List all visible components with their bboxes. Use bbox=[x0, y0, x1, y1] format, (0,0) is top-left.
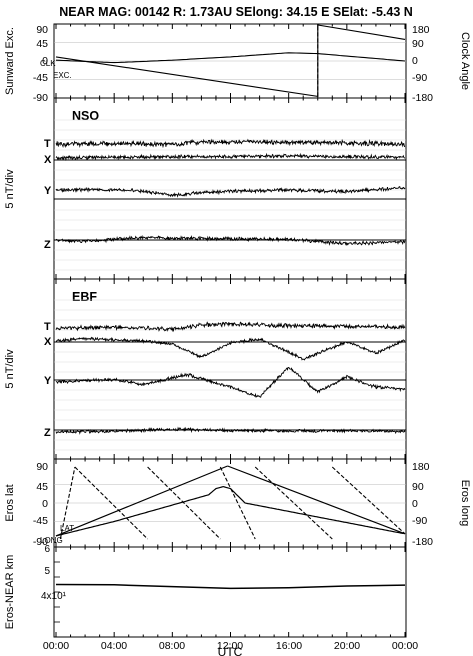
panel-5-tick: 6 bbox=[44, 544, 50, 555]
eros-near-distance-line bbox=[55, 583, 406, 590]
nso-x-trace bbox=[55, 152, 406, 162]
panel-3-ylabel: 5 nT/div bbox=[4, 349, 16, 389]
panel-4-right-tick: 0 bbox=[412, 498, 418, 510]
panel-3-label-y: Y bbox=[44, 375, 52, 387]
panel-4-right-tick: -180 bbox=[412, 536, 433, 548]
panel-2-label-x: X bbox=[44, 154, 52, 166]
panel-4-left-ylabel: Eros lat bbox=[4, 484, 16, 521]
eros-long-segment bbox=[219, 466, 256, 540]
panel-1-annotation-exc: EXC. bbox=[53, 71, 72, 80]
ebf-x-trace bbox=[55, 336, 406, 361]
sunward-excursion-line bbox=[55, 52, 406, 64]
eros-lat-line bbox=[55, 485, 404, 537]
panel-4-left-tick: 90 bbox=[36, 461, 48, 473]
eros-lat-fall bbox=[227, 465, 406, 535]
panel-4-annotation-lat: LAT bbox=[60, 524, 74, 533]
panel-2-frame bbox=[53, 97, 407, 280]
panel-4-right-tick: 180 bbox=[412, 461, 430, 473]
nso-t-trace bbox=[55, 138, 406, 149]
eros-lat-rise bbox=[55, 465, 228, 537]
panel-1-left-tick: 45 bbox=[36, 38, 48, 50]
panel-2-title: NSO bbox=[72, 109, 99, 123]
panel-2-label-z: Z bbox=[44, 239, 51, 251]
panel-5-tick: 4x10¹ bbox=[41, 591, 67, 602]
panel-4-right-tick: 90 bbox=[412, 481, 424, 493]
eros-long-segment bbox=[331, 466, 406, 535]
panel-3-title: EBF bbox=[72, 290, 97, 304]
panel-1-left-tick: -90 bbox=[33, 92, 48, 104]
eros-long-segment bbox=[74, 466, 148, 540]
eros-long-segment bbox=[59, 466, 76, 540]
x-tick-label: 00:00 bbox=[392, 640, 418, 652]
panel-1-annotation-clk: CLK bbox=[40, 59, 56, 68]
panel-1-right-tick: 0 bbox=[412, 55, 418, 67]
nso-z-trace bbox=[55, 234, 406, 246]
x-tick-label: 12:00 bbox=[217, 640, 243, 652]
panel-5-tick: 5 bbox=[44, 566, 50, 577]
ebf-t-trace bbox=[55, 321, 406, 333]
figure-title: NEAR MAG: 00142 R: 1.73AU SElong: 34.15 … bbox=[59, 5, 413, 19]
ebf-z-trace bbox=[55, 426, 406, 435]
panel-5-ylabel: Eros-NEAR km bbox=[4, 555, 16, 630]
plot-layer bbox=[54, 24, 406, 637]
panel-1-left-tick: 0 bbox=[42, 55, 48, 67]
x-axis-ticks: 00:00 04:00 08:00 12:00 16:00 20:00 00:0… bbox=[43, 640, 418, 652]
clock-angle-line bbox=[55, 24, 406, 98]
eros-long-segment bbox=[254, 466, 333, 540]
panel-1-right-ylabel: Clock Angle bbox=[459, 32, 471, 90]
x-tick-label: 00:00 bbox=[43, 640, 69, 652]
panel-3-label-x: X bbox=[44, 336, 52, 348]
panel-4-left-tick: 0 bbox=[42, 498, 48, 510]
ebf-y-trace bbox=[55, 366, 406, 399]
nso-y-trace bbox=[55, 186, 406, 198]
panel-3-label-t: T bbox=[44, 321, 51, 333]
panel-1-left-tick: -45 bbox=[33, 72, 48, 84]
x-tick-label: 08:00 bbox=[159, 640, 185, 652]
panel-2-label-t: T bbox=[44, 138, 51, 150]
panel-4-right-tick: -90 bbox=[412, 515, 427, 527]
panel-1-right-tick: -180 bbox=[412, 92, 433, 104]
panel-4-left-tick: -45 bbox=[33, 515, 48, 527]
panel-1-left-ticks: 90 45 0 -45 -90 bbox=[33, 24, 48, 104]
panel-1-left-ylabel: Sunward Exc. bbox=[4, 27, 16, 95]
panel-4-left-tick: -90 bbox=[33, 536, 48, 548]
panel-4-left-tick: 45 bbox=[36, 481, 48, 493]
eros-long-segment bbox=[147, 466, 221, 540]
panel-4-right-ticks: 180 90 0 -90 -180 bbox=[412, 461, 433, 548]
panel-2-ylabel: 5 nT/div bbox=[4, 169, 16, 209]
panel-1-right-ticks: 180 90 0 -90 -180 bbox=[412, 24, 433, 104]
panel-1-right-tick: 90 bbox=[412, 38, 424, 50]
x-tick-label: 04:00 bbox=[101, 640, 127, 652]
panel-1-left-tick: 90 bbox=[36, 24, 48, 36]
panel-4-annotation-long: LONG bbox=[40, 536, 63, 545]
panel-4-right-ylabel: Eros long bbox=[459, 480, 471, 526]
x-axis-label: UTC bbox=[218, 645, 243, 656]
x-tick-label: 16:00 bbox=[276, 640, 302, 652]
panel-1-right-tick: -90 bbox=[412, 72, 427, 84]
panel-5-ticks: 6 5 4x10¹ bbox=[41, 544, 67, 602]
panel-5-frame bbox=[53, 546, 407, 638]
x-tick-label: 20:00 bbox=[334, 640, 360, 652]
panel-4-left-ticks: 90 45 0 -45 -90 bbox=[33, 461, 48, 548]
panel-1-right-tick: 180 bbox=[412, 24, 430, 36]
panel-3-label-z: Z bbox=[44, 427, 51, 439]
panel-2-label-y: Y bbox=[44, 185, 52, 197]
